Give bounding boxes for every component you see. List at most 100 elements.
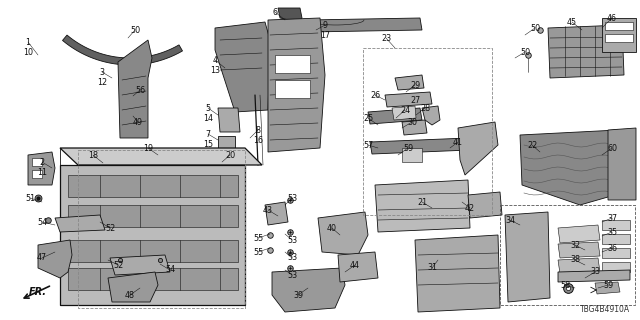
Polygon shape	[60, 148, 262, 165]
Polygon shape	[370, 138, 470, 154]
Text: 33: 33	[590, 268, 600, 276]
Text: 53: 53	[287, 236, 297, 244]
Text: 55: 55	[253, 234, 263, 243]
Text: 58: 58	[560, 281, 570, 290]
Text: 8: 8	[255, 125, 260, 134]
Text: 11: 11	[37, 167, 47, 177]
Polygon shape	[392, 106, 416, 120]
Text: 56: 56	[135, 85, 145, 94]
Text: 10: 10	[23, 47, 33, 57]
Polygon shape	[68, 175, 238, 197]
Text: TBG4B4910A: TBG4B4910A	[580, 305, 630, 314]
Text: 34: 34	[505, 215, 515, 225]
Polygon shape	[278, 8, 302, 22]
Text: 1: 1	[26, 37, 31, 46]
Bar	[275, 80, 310, 98]
Text: 9: 9	[323, 20, 328, 29]
Bar	[605, 34, 633, 42]
Polygon shape	[558, 258, 600, 274]
Text: 19: 19	[143, 143, 153, 153]
Polygon shape	[110, 255, 170, 275]
Polygon shape	[385, 92, 432, 107]
Polygon shape	[458, 122, 498, 175]
Polygon shape	[368, 108, 422, 124]
Text: 53: 53	[287, 270, 297, 279]
Text: 5: 5	[205, 103, 211, 113]
Text: 46: 46	[607, 13, 617, 22]
Text: 47: 47	[37, 253, 47, 262]
Bar	[78, 150, 245, 308]
Text: 21: 21	[417, 197, 427, 206]
Text: 59: 59	[403, 143, 413, 153]
Text: 50: 50	[520, 47, 530, 57]
Text: 53: 53	[287, 253, 297, 262]
Polygon shape	[308, 18, 422, 32]
Polygon shape	[505, 212, 550, 302]
Bar	[402, 148, 422, 162]
Text: 40: 40	[327, 223, 337, 233]
Text: 49: 49	[133, 117, 143, 126]
Polygon shape	[215, 22, 270, 112]
Text: 24: 24	[400, 106, 410, 115]
Text: 37: 37	[607, 213, 617, 222]
Polygon shape	[108, 272, 158, 302]
Text: 39: 39	[293, 291, 303, 300]
Bar	[363, 48, 492, 215]
Text: 59: 59	[603, 281, 613, 290]
Text: 16: 16	[253, 135, 263, 145]
Bar	[602, 220, 630, 230]
Text: 12: 12	[97, 77, 107, 86]
Bar	[602, 262, 630, 272]
Polygon shape	[55, 215, 105, 232]
Polygon shape	[268, 18, 325, 152]
Polygon shape	[338, 252, 378, 282]
Polygon shape	[218, 108, 240, 132]
Text: 42: 42	[465, 204, 475, 212]
Text: 32: 32	[570, 241, 580, 250]
Polygon shape	[265, 202, 288, 225]
Polygon shape	[402, 120, 427, 135]
Text: 44: 44	[350, 260, 360, 269]
Polygon shape	[218, 136, 235, 152]
Text: 50: 50	[130, 26, 140, 35]
Polygon shape	[422, 106, 440, 125]
Polygon shape	[68, 268, 238, 290]
Polygon shape	[558, 225, 600, 243]
Text: 53: 53	[287, 194, 297, 203]
Polygon shape	[68, 205, 238, 227]
Text: 43: 43	[263, 205, 273, 214]
Polygon shape	[118, 40, 152, 138]
Text: 52: 52	[105, 223, 115, 233]
Polygon shape	[375, 180, 470, 232]
Text: 31: 31	[427, 263, 437, 273]
Polygon shape	[60, 165, 245, 305]
Polygon shape	[520, 130, 620, 205]
Polygon shape	[68, 240, 238, 262]
Bar	[32, 170, 42, 178]
Text: 54: 54	[37, 218, 47, 227]
Text: 4: 4	[212, 55, 218, 65]
Text: 35: 35	[607, 228, 617, 236]
Text: 48: 48	[125, 291, 135, 300]
Polygon shape	[558, 242, 600, 258]
Bar	[32, 158, 42, 166]
Text: 6: 6	[273, 7, 278, 17]
Text: 45: 45	[567, 18, 577, 27]
Text: 18: 18	[88, 150, 98, 159]
Text: 14: 14	[203, 114, 213, 123]
Text: FR.: FR.	[29, 287, 47, 297]
Polygon shape	[272, 268, 345, 312]
Text: 51: 51	[25, 194, 35, 203]
Text: 27: 27	[410, 95, 420, 105]
Polygon shape	[38, 240, 72, 278]
Bar	[275, 55, 310, 73]
Text: 22: 22	[527, 140, 537, 149]
Text: 29: 29	[410, 81, 420, 90]
Text: 7: 7	[205, 130, 211, 139]
Bar	[605, 22, 633, 30]
Polygon shape	[28, 152, 55, 185]
Text: 54: 54	[165, 266, 175, 275]
Text: 36: 36	[607, 244, 617, 252]
Text: 30: 30	[407, 117, 417, 126]
Text: 3: 3	[99, 68, 104, 76]
